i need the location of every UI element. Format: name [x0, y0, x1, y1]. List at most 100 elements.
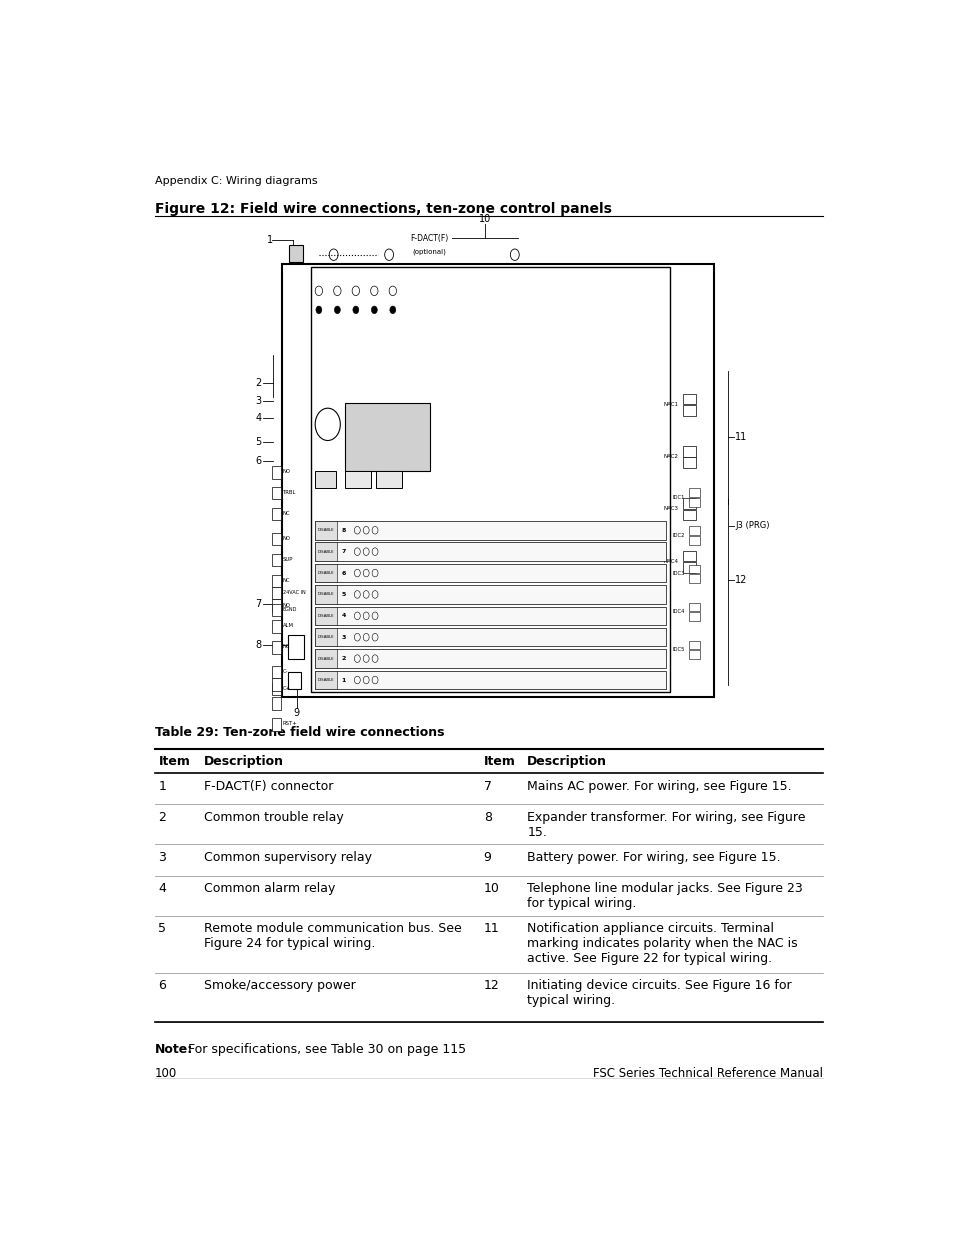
Bar: [688, 603, 700, 611]
Text: RESET: RESET: [317, 477, 333, 482]
Text: Common supervisory relay: Common supervisory relay: [204, 851, 372, 864]
Text: NO: NO: [282, 603, 291, 608]
Text: 100: 100: [154, 1067, 177, 1081]
Text: 8: 8: [341, 527, 346, 532]
Text: 11: 11: [483, 923, 499, 935]
Text: DISABLE: DISABLE: [317, 593, 335, 597]
Text: Note:: Note:: [154, 1044, 193, 1056]
Bar: [344, 403, 429, 471]
Text: DISABLE: DISABLE: [317, 571, 335, 576]
Text: 10: 10: [478, 215, 491, 225]
Text: Item: Item: [158, 755, 190, 768]
Text: 7: 7: [341, 550, 346, 555]
Bar: [688, 574, 700, 583]
Text: IDC4: IDC4: [672, 609, 684, 614]
Text: Appendix C: Wiring diagrams: Appendix C: Wiring diagrams: [154, 177, 317, 186]
Bar: [272, 532, 281, 545]
Bar: [682, 394, 695, 404]
Text: 6: 6: [254, 456, 261, 466]
Bar: [314, 471, 335, 488]
Text: (optional): (optional): [413, 248, 446, 254]
Bar: [288, 672, 301, 689]
Bar: [688, 564, 700, 573]
Circle shape: [315, 306, 321, 314]
Bar: [272, 553, 281, 566]
Text: Battery power. For wiring, see Figure 15.: Battery power. For wiring, see Figure 15…: [527, 851, 781, 864]
Text: J3 (PRG): J3 (PRG): [735, 521, 769, 531]
Bar: [682, 510, 695, 520]
Bar: [314, 627, 665, 646]
Text: 6: 6: [341, 571, 346, 576]
Text: NC: NC: [282, 511, 290, 516]
Bar: [688, 641, 700, 650]
Text: DISABLE: DISABLE: [317, 529, 335, 532]
Text: 3: 3: [254, 395, 261, 405]
Bar: [314, 563, 337, 583]
Text: 9: 9: [483, 851, 491, 864]
Bar: [272, 641, 281, 653]
Bar: [682, 446, 695, 457]
Text: NAC4: NAC4: [663, 558, 679, 563]
Text: Table 29: Ten-zone field wire connections: Table 29: Ten-zone field wire connection…: [154, 726, 444, 740]
Text: 4: 4: [341, 614, 346, 619]
Bar: [688, 498, 700, 506]
Text: IDC5: IDC5: [672, 647, 684, 652]
Bar: [272, 678, 281, 690]
Text: 2: 2: [158, 811, 166, 824]
Text: 3: 3: [158, 851, 166, 864]
Bar: [314, 650, 665, 668]
Bar: [682, 551, 695, 561]
Text: Initiating device circuits. See Figure 16 for
typical wiring.: Initiating device circuits. See Figure 1…: [527, 979, 791, 1008]
Text: RST+: RST+: [282, 721, 297, 726]
Text: F-DACT(F): F-DACT(F): [410, 235, 449, 243]
Text: NC: NC: [282, 645, 290, 650]
Bar: [314, 671, 337, 689]
Bar: [314, 521, 337, 540]
Text: NO: NO: [282, 469, 291, 474]
Bar: [682, 499, 695, 509]
Text: Remote module communication bus. See
Figure 24 for typical wiring.: Remote module communication bus. See Fig…: [204, 923, 461, 950]
Text: +: +: [293, 643, 298, 650]
Text: DISABLE: DISABLE: [317, 550, 335, 553]
Bar: [272, 587, 281, 599]
Text: DISABLE: DISABLE: [317, 614, 335, 618]
Text: 2: 2: [254, 378, 261, 388]
Text: 7: 7: [254, 599, 261, 609]
Circle shape: [353, 306, 358, 314]
Bar: [272, 719, 281, 731]
Bar: [272, 487, 281, 499]
Text: C+: C+: [282, 687, 291, 692]
Text: ALM: ALM: [282, 624, 294, 629]
Circle shape: [371, 306, 376, 314]
Bar: [682, 562, 695, 573]
Bar: [314, 606, 665, 625]
Bar: [688, 489, 700, 496]
Text: Item: Item: [483, 755, 515, 768]
Bar: [272, 698, 281, 710]
Bar: [272, 599, 281, 611]
Bar: [314, 563, 665, 583]
Text: Expander transformer. For wiring, see Figure
15.: Expander transformer. For wiring, see Fi…: [527, 811, 805, 839]
Text: DISABLE: DISABLE: [317, 657, 335, 661]
Bar: [272, 683, 281, 695]
Bar: [344, 471, 370, 488]
Text: Notification appliance circuits. Terminal
marking indicates polarity when the NA: Notification appliance circuits. Termina…: [527, 923, 797, 966]
Bar: [272, 620, 281, 632]
Text: IDC3: IDC3: [672, 571, 684, 576]
Bar: [688, 536, 700, 545]
Text: 10: 10: [483, 882, 499, 895]
Text: Common trouble relay: Common trouble relay: [204, 811, 344, 824]
Text: TRBL: TRBL: [282, 490, 295, 495]
Text: Common alarm relay: Common alarm relay: [204, 882, 335, 895]
Bar: [289, 246, 302, 262]
Bar: [272, 666, 281, 678]
Text: NAC3: NAC3: [663, 506, 679, 511]
Text: 11: 11: [735, 432, 746, 442]
Bar: [311, 267, 669, 692]
Text: 5: 5: [254, 437, 261, 447]
Bar: [688, 526, 700, 535]
Bar: [314, 606, 337, 625]
Text: 2: 2: [341, 656, 346, 661]
Text: 8: 8: [483, 811, 491, 824]
Text: DISABLE: DISABLE: [317, 635, 335, 640]
